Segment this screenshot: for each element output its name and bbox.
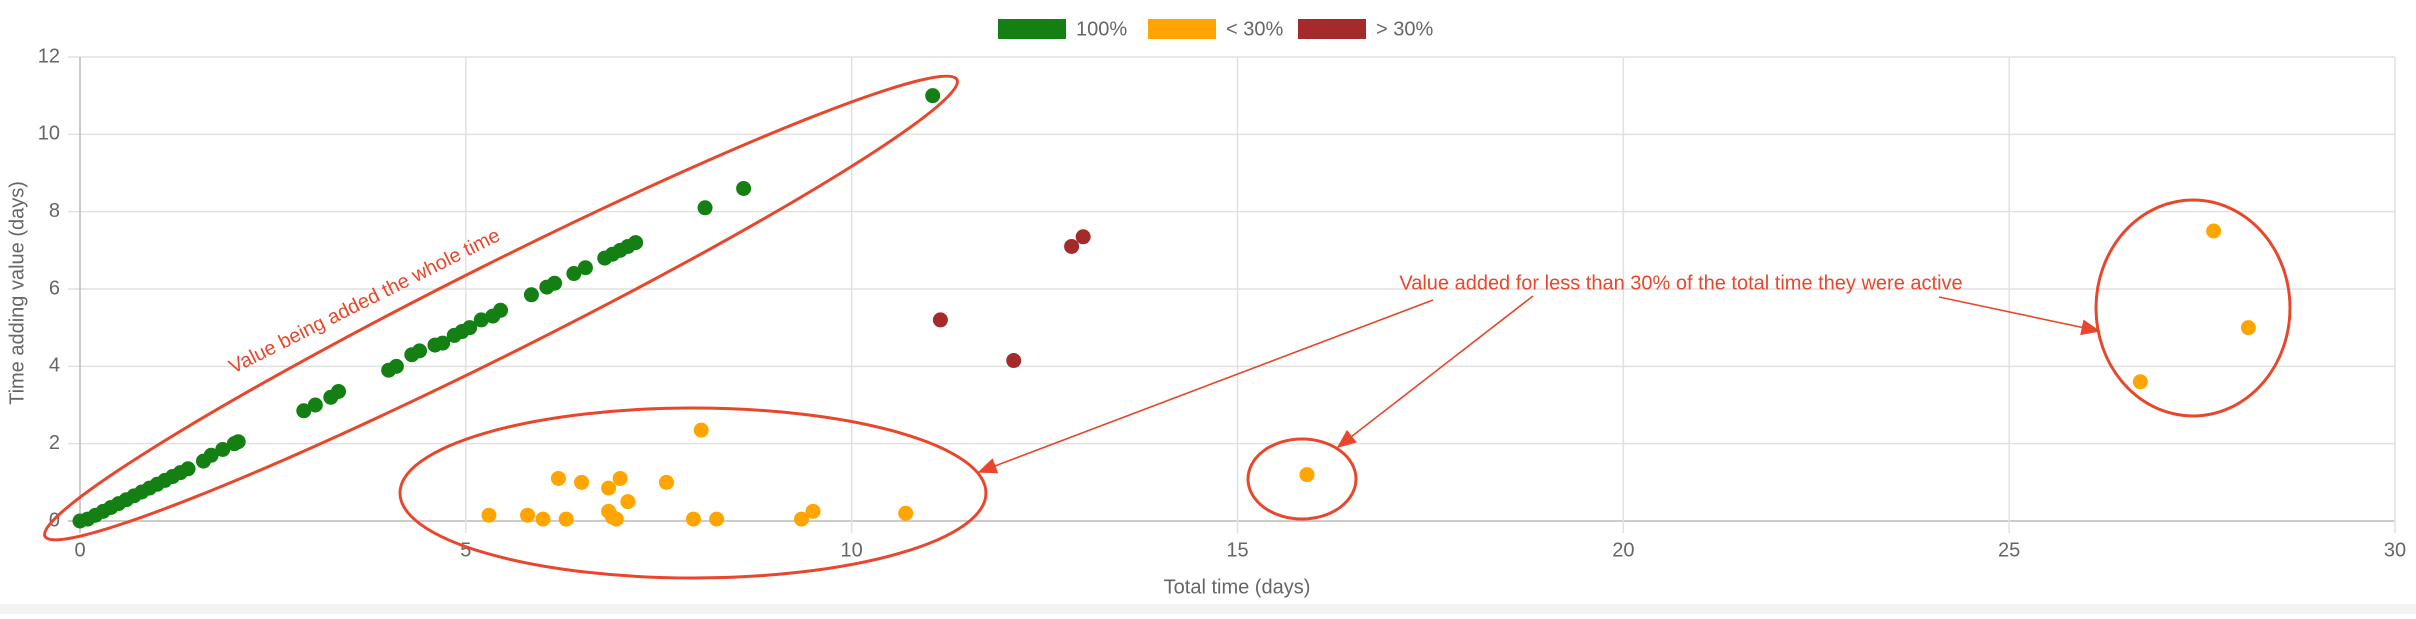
point [2132,374,2148,390]
point [574,474,590,490]
annotation-ellipse [1246,437,1358,521]
point [794,511,810,527]
legend-label: > 30% [1376,18,1433,40]
point [550,470,566,486]
point [307,397,323,413]
point [412,343,428,359]
legend-swatch [1298,19,1366,39]
point [697,200,713,216]
legend-label: < 30% [1226,18,1283,40]
point [577,260,593,276]
point [612,470,628,486]
point [925,88,941,104]
point [1064,238,1080,254]
point [331,383,347,399]
point [547,275,563,291]
x-tick-label: 30 [2384,539,2406,561]
point [601,480,617,496]
legend-swatch [998,19,1066,39]
y-tick-label: 10 [38,123,60,145]
point [481,507,497,523]
annotation-arrow [977,299,1434,474]
point [932,312,948,328]
annotation-text: Value added for less than 30% of the tot… [1399,272,1962,294]
annotation-ellipse [2094,198,2292,418]
point [805,503,821,519]
point [1006,353,1022,369]
x-axis-label: Total time (days) [1164,576,1311,598]
y-tick-label: 6 [49,277,60,299]
point [2206,223,2222,239]
legend-label: 100% [1076,18,1127,40]
point [693,422,709,438]
point [435,335,451,351]
point [462,320,478,336]
point [620,494,636,510]
y-tick-label: 8 [49,200,60,222]
point [608,511,624,527]
annotation-text: Value being added the whole time [226,224,504,378]
y-tick-label: 2 [49,432,60,454]
x-tick-label: 25 [1998,539,2020,561]
annotations: Value being added the whole time Value a… [43,74,2292,580]
y-tick-label: 4 [49,355,60,377]
point [709,511,725,527]
point [520,507,536,523]
annotation-ellipse [43,74,959,542]
legend-swatch [1148,19,1216,39]
x-tick-label: 20 [1612,539,1634,561]
point [388,358,404,374]
point [180,461,196,477]
x-tick-label: 10 [841,539,863,561]
x-tick-label: 15 [1226,539,1248,561]
annotation-arrow [1938,296,2101,336]
x-tick-label: 5 [460,539,471,561]
x-tick-label: 0 [74,539,85,561]
y-tick-label: 12 [38,45,60,67]
point [2240,320,2256,336]
annotation-arrow [1336,295,1534,448]
point [1299,467,1315,483]
point [736,180,752,196]
point [685,511,701,527]
annotation-ellipse [398,406,988,580]
footer-band [0,604,2416,614]
point [658,474,674,490]
point [1075,229,1091,245]
point [230,434,246,450]
point [628,235,644,251]
point [535,511,551,527]
point [523,287,539,303]
point [493,302,509,318]
point [558,511,574,527]
point [898,505,914,521]
y-axis-label: Time adding value (days) [6,181,28,405]
